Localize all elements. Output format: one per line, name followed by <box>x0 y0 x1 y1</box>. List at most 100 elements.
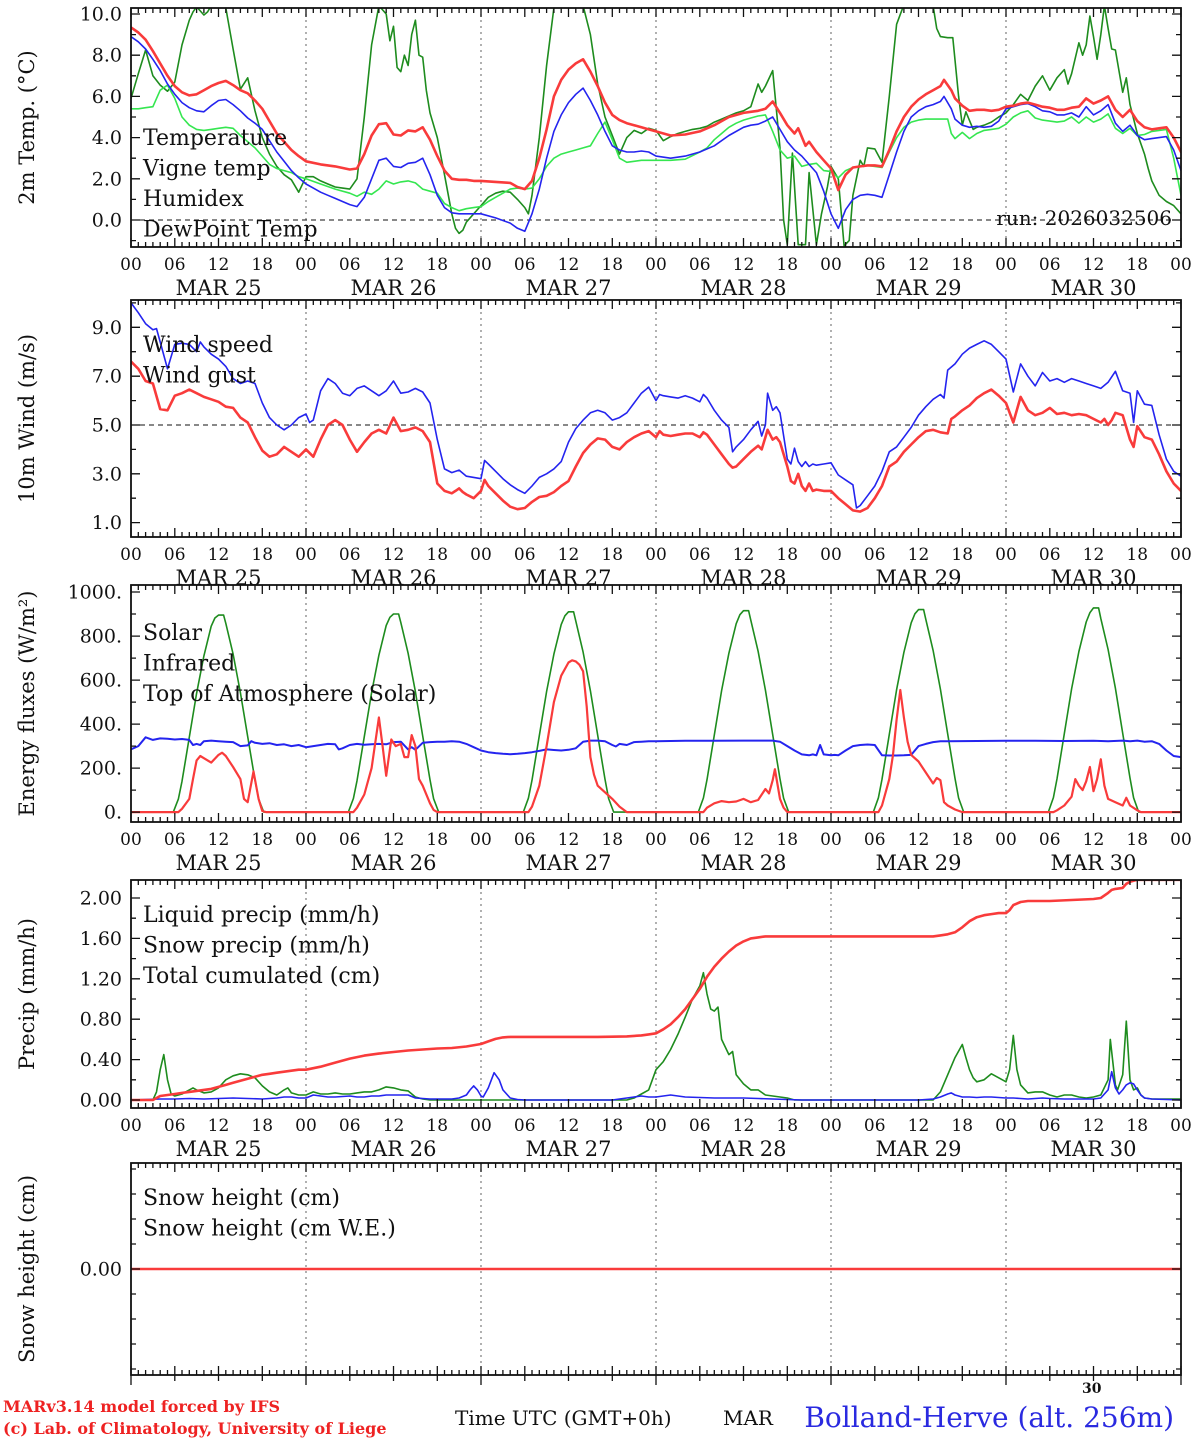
x-hour-label: 00 <box>295 830 317 850</box>
axis-ticks <box>130 300 1182 537</box>
x-hour-label: 06 <box>864 545 886 565</box>
day-label: MAR 26 <box>351 1137 437 1161</box>
x-hour-label: 18 <box>426 830 448 850</box>
y-tick-label: 800. <box>80 626 122 648</box>
x-hour-label: 12 <box>208 545 230 565</box>
panel-energy: 0. 200. 400. 600. 800. 1000. Energy fluxes (W/… <box>15 582 1192 875</box>
x-hour-label: 18 <box>601 255 623 275</box>
y-tick-label: 8.0 <box>92 45 122 67</box>
series-top-of-atmosphere-solar- <box>131 607 1181 813</box>
series-vigne-temp <box>131 8 1181 247</box>
x-hour-label: 12 <box>908 830 930 850</box>
station-title: Bolland-Herve (alt. 256m) <box>804 1401 1174 1434</box>
y-tick-label: 10.0 <box>80 3 122 25</box>
axis-ticks <box>130 1163 1182 1385</box>
series-solar <box>131 659 1181 814</box>
x-hour-label: 06 <box>164 255 186 275</box>
y-axis-label-energy: Energy fluxes (W/m²) <box>15 591 39 817</box>
x-hour-label: 06 <box>514 545 536 565</box>
x-hour-label: 12 <box>908 1116 930 1136</box>
x-hour-label: 00 <box>645 545 667 565</box>
axis-ticks <box>130 8 1182 247</box>
day-label: MAR 30 <box>1051 276 1137 300</box>
x-hour-label: 18 <box>251 830 273 850</box>
x-hour-label: 06 <box>164 545 186 565</box>
legend-wind-gust: Wind gust <box>143 364 256 389</box>
stray-day-label: 30 <box>1082 1381 1102 1397</box>
x-hour-label: 18 <box>601 545 623 565</box>
panel-snow: 0.00 Snow height (cm) Snow height (cm) Snow… <box>15 1162 1182 1385</box>
day-label: MAR 29 <box>876 1137 962 1161</box>
model-credit: MARv3.14 model forced by IFS (c) Lab. of… <box>3 1396 387 1440</box>
x-hour-label: 06 <box>164 830 186 850</box>
x-hour-label: 18 <box>951 830 973 850</box>
x-hour-label: 18 <box>426 545 448 565</box>
x-hour-label: 12 <box>558 1116 580 1136</box>
x-hour-label: 12 <box>733 545 755 565</box>
day-label: MAR 28 <box>701 1137 787 1161</box>
x-hour-label: 06 <box>514 830 536 850</box>
day-label: MAR 25 <box>176 851 262 875</box>
day-label: MAR 27 <box>526 1137 612 1161</box>
x-hour-label: 00 <box>295 255 317 275</box>
x-hour-label: 12 <box>383 255 405 275</box>
x-hour-label: 18 <box>1126 830 1148 850</box>
x-hour-label: 18 <box>951 545 973 565</box>
series-dewpoint-temp <box>131 84 1181 212</box>
legend-liquid-precip-mm-h-: Liquid precip (mm/h) <box>143 903 380 928</box>
y-tick-label: 5.0 <box>92 414 122 436</box>
x-hour-label: 18 <box>251 255 273 275</box>
x-hour-label: 18 <box>951 1116 973 1136</box>
x-hour-label: 06 <box>1039 830 1061 850</box>
series-total-cumulated <box>131 880 1181 1102</box>
x-hour-label: 18 <box>951 255 973 275</box>
x-hour-label: 06 <box>1039 545 1061 565</box>
x-hour-label: 06 <box>689 255 711 275</box>
day-label: MAR 29 <box>876 276 962 300</box>
x-hour-label: 00 <box>470 830 492 850</box>
legend-temperature: Temperature <box>143 126 287 151</box>
y-axis-label-temp: 2m Temp. (°C) <box>15 50 39 204</box>
series-wind-speed <box>131 360 1181 513</box>
x-hour-label: 00 <box>645 830 667 850</box>
x-hour-label: 00 <box>120 545 142 565</box>
model-credit-line2: (c) Lab. of Climatology, University of L… <box>3 1419 387 1438</box>
x-hour-label: 12 <box>733 255 755 275</box>
y-tick-label: 9.0 <box>92 317 122 339</box>
legend-total-cumulated-cm-: Total cumulated (cm) <box>143 964 380 989</box>
x-hour-label: 18 <box>601 830 623 850</box>
legend-snow-height-cm-: Snow height (cm) <box>143 1186 340 1211</box>
y-tick-label: 1.60 <box>80 928 122 950</box>
y-axis-label-wind: 10m Wind (m/s) <box>15 334 39 503</box>
x-hour-label: 06 <box>339 545 361 565</box>
day-label: MAR 26 <box>351 276 437 300</box>
x-hour-label: 00 <box>820 255 842 275</box>
x-hour-label: 00 <box>1170 255 1192 275</box>
x-hour-label: 00 <box>645 1116 667 1136</box>
y-tick-label: 1.0 <box>92 512 122 534</box>
x-hour-label: 00 <box>120 1116 142 1136</box>
y-tick-label: 0.80 <box>80 1009 122 1031</box>
y-tick-label: 1000. <box>68 582 122 604</box>
series-temperature <box>131 26 1181 192</box>
day-label: MAR 28 <box>701 851 787 875</box>
x-hour-label: 12 <box>383 1116 405 1136</box>
y-tick-label: 2.00 <box>80 887 122 909</box>
x-hour-label: 06 <box>339 830 361 850</box>
day-label: MAR 25 <box>176 276 262 300</box>
x-hour-label: 00 <box>470 1116 492 1136</box>
x-hour-label: 00 <box>1170 1116 1192 1136</box>
model-name-label: MAR <box>723 1406 773 1430</box>
x-hour-label: 12 <box>558 255 580 275</box>
x-hour-label: 06 <box>689 830 711 850</box>
legend-snow-height-cm-w-e-: Snow height (cm W.E.) <box>143 1217 396 1242</box>
x-hour-label: 12 <box>733 1116 755 1136</box>
x-hour-label: 06 <box>689 1116 711 1136</box>
y-axis-label-snow: Snow height (cm) <box>15 1175 39 1363</box>
x-hour-label: 00 <box>120 255 142 275</box>
x-hour-label: 18 <box>1126 545 1148 565</box>
x-hour-label: 06 <box>339 255 361 275</box>
x-hour-label: 18 <box>426 1116 448 1136</box>
